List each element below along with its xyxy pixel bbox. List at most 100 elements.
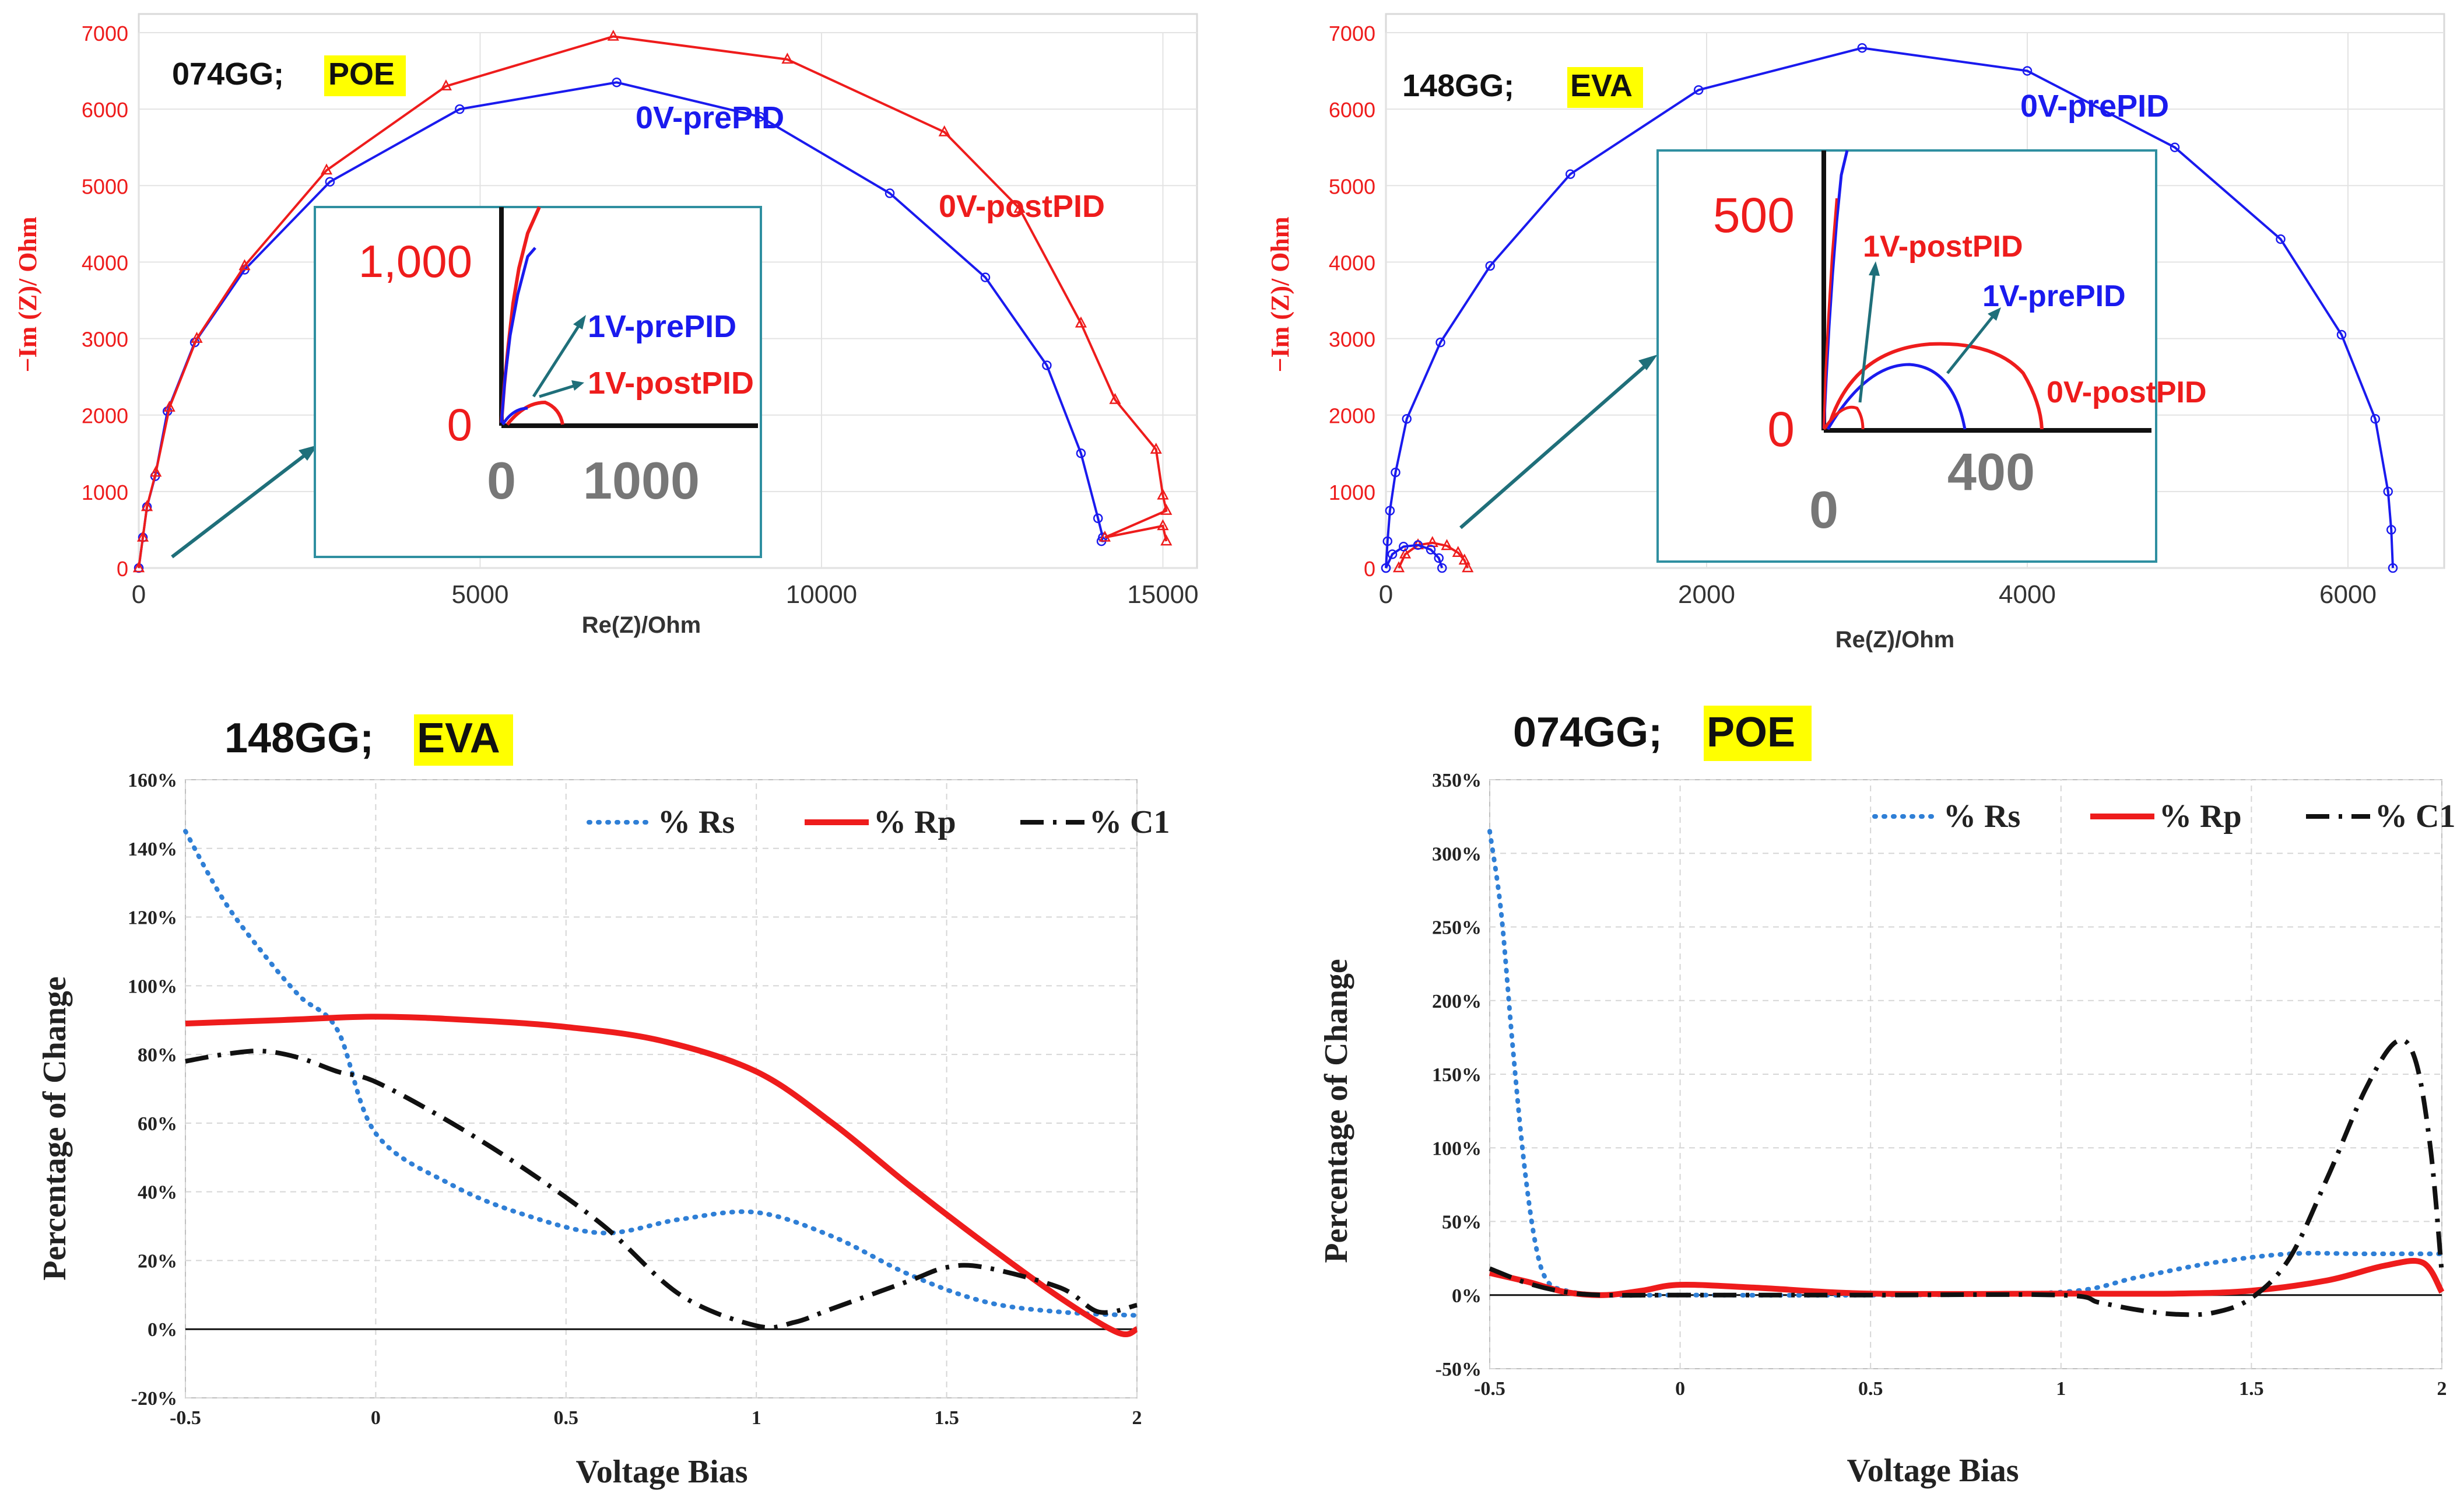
x-tick-label: 0: [1379, 580, 1393, 609]
panel-b-title-highlight: [1567, 67, 1643, 108]
data-point: [1382, 536, 1392, 546]
data-point: [2370, 414, 2380, 424]
panel-c-title-material: EVA: [417, 715, 500, 762]
x-tick-label: 0: [1675, 1378, 1685, 1400]
data-point: [1157, 488, 1169, 500]
data-point: [1399, 542, 1409, 552]
data-point: [1093, 513, 1103, 524]
y-tick-label: 250%: [1432, 917, 1482, 939]
data-point: [2388, 563, 2398, 573]
panel-a-y-axis-label: −Im (Z)/ Ohm: [13, 216, 42, 372]
panel-a-inset-arrowhead-2: [571, 380, 584, 391]
y-tick-label: 160%: [128, 770, 177, 791]
data-point: [612, 77, 622, 87]
y-tick-label: 1000: [82, 481, 128, 504]
panel-c-title: 148GG;: [224, 715, 374, 762]
panel-c-tick-labels: -0.5 0 0.5 1 1.5 2 -20% 0% 20% 40% 60% 80% 100% 120% 1…: [128, 770, 1142, 1429]
panel-b-nyquist-eva: 0 2000 4000 6000010002000300040005000600070…: [1266, 13, 2445, 653]
panel-b-title-material: EVA: [1570, 68, 1633, 103]
y-tick-label: -50%: [1435, 1359, 1482, 1380]
legend-label: % Rp: [873, 804, 956, 840]
data-point: [980, 272, 991, 282]
series-line-dotted: [1487, 829, 2444, 1298]
panel-d-x-axis-label: Voltage Bias: [1847, 1453, 2019, 1489]
panel-a-zoom-arrow: [171, 450, 310, 559]
panel-d-title-highlight: [1704, 706, 1812, 761]
y-tick-label: 100%: [1432, 1138, 1482, 1159]
panel-a-series: [132, 29, 1173, 573]
panel-b-tick-labels: 0 2000 4000 6000010002000300040005000600070…: [1329, 22, 2377, 609]
y-tick-label: 0%: [148, 1319, 177, 1341]
y-tick-label: 0%: [1452, 1285, 1482, 1307]
panel-a-inset-1v-postpid-arc: [506, 400, 564, 426]
y-tick-label: 50%: [1442, 1212, 1482, 1233]
data-point: [781, 52, 794, 64]
panel-b-inset-arrow-1: [1858, 271, 1876, 403]
data-point: [1435, 337, 1445, 348]
panel-c-gridlines: [185, 779, 1138, 1398]
series-line-0v-postpid: [138, 35, 1168, 569]
y-tick-label: 7000: [1329, 22, 1375, 45]
panel-b-inset-frame: [1656, 149, 2157, 563]
data-point: [2276, 234, 2286, 244]
panel-c-series: [183, 829, 1139, 1338]
y-tick-label: 0: [117, 557, 128, 581]
panel-b-zoom-arrowhead: [1638, 355, 1658, 370]
data-point: [1098, 530, 1111, 542]
data-point: [938, 125, 950, 136]
data-point: [1391, 467, 1401, 478]
data-point: [455, 104, 465, 114]
panel-d-gridlines: [1489, 779, 2442, 1369]
legend-label: % Rs: [1943, 798, 2020, 835]
data-point: [2022, 66, 2033, 76]
panel-b-series: [1381, 43, 2398, 573]
x-tick-label: 2: [2437, 1378, 2447, 1400]
y-tick-label: 200%: [1432, 991, 1482, 1012]
data-point: [1485, 261, 1495, 271]
x-tick-label: 2: [1132, 1407, 1142, 1429]
panel-b-inset-label-0v-postpid: 0V-postPID: [2047, 376, 2207, 409]
panel-b-inset-xtick-400: 400: [1947, 443, 2035, 502]
panel-a-inset-arrowhead-1: [573, 315, 586, 329]
panel-a-title-tag: 074GG;: [172, 57, 284, 92]
y-tick-label: 5000: [82, 174, 128, 198]
y-tick-label: 7000: [82, 22, 128, 45]
y-tick-label: 140%: [128, 839, 177, 860]
y-tick-label: 20%: [138, 1250, 177, 1272]
data-point: [884, 188, 895, 198]
data-point: [1157, 519, 1169, 531]
y-tick-label: 5000: [1329, 174, 1375, 198]
series-line-0v-prepid: [1385, 47, 2394, 569]
series-line-solid: [185, 1014, 1138, 1338]
data-point: [191, 331, 203, 343]
panel-b-inset-1v-prepid-arc: [1826, 363, 1967, 430]
panel-c-x-axis-label: Voltage Bias: [575, 1454, 747, 1490]
y-tick-label: 60%: [138, 1113, 177, 1135]
panel-b-inset-xtick-0: 0: [1809, 481, 1838, 539]
panel-c-y-axis-label: Percentage of Change: [37, 976, 73, 1281]
panel-b-inset-ytick-0: 0: [1767, 402, 1795, 457]
x-tick-label: 1.5: [2239, 1378, 2264, 1400]
x-tick-label: 4000: [1999, 580, 2056, 609]
data-point: [150, 465, 162, 477]
panel-b-inset-label-1v-postpid: 1V-postPID: [1863, 230, 2023, 264]
panel-a-inset-frame: [314, 206, 762, 558]
series-line-dashdot: [1489, 1037, 2444, 1317]
data-point: [141, 500, 153, 511]
data-point: [1387, 549, 1398, 559]
x-tick-label: 2000: [1678, 580, 1735, 609]
panel-d-series: [1487, 829, 2445, 1317]
x-tick-label: 1: [752, 1407, 761, 1429]
data-point: [325, 177, 335, 187]
y-tick-label: 350%: [1432, 770, 1482, 791]
panel-d-title-material: POE: [1707, 709, 1795, 756]
panel-a-inset-ytick-0: 0: [447, 399, 472, 450]
data-point: [1392, 561, 1405, 573]
data-point: [1381, 563, 1391, 573]
y-tick-label: 6000: [1329, 98, 1375, 122]
panel-d-y-axis-label: Percentage of Change: [1318, 959, 1354, 1263]
panel-b-title: 148GG;: [1402, 68, 1514, 103]
panel-b-inset-label-1v-prepid: 1V-prePID: [1982, 279, 2126, 313]
data-point: [163, 400, 176, 412]
panel-b-inset-1v-postpid-arc: [1822, 405, 1865, 430]
